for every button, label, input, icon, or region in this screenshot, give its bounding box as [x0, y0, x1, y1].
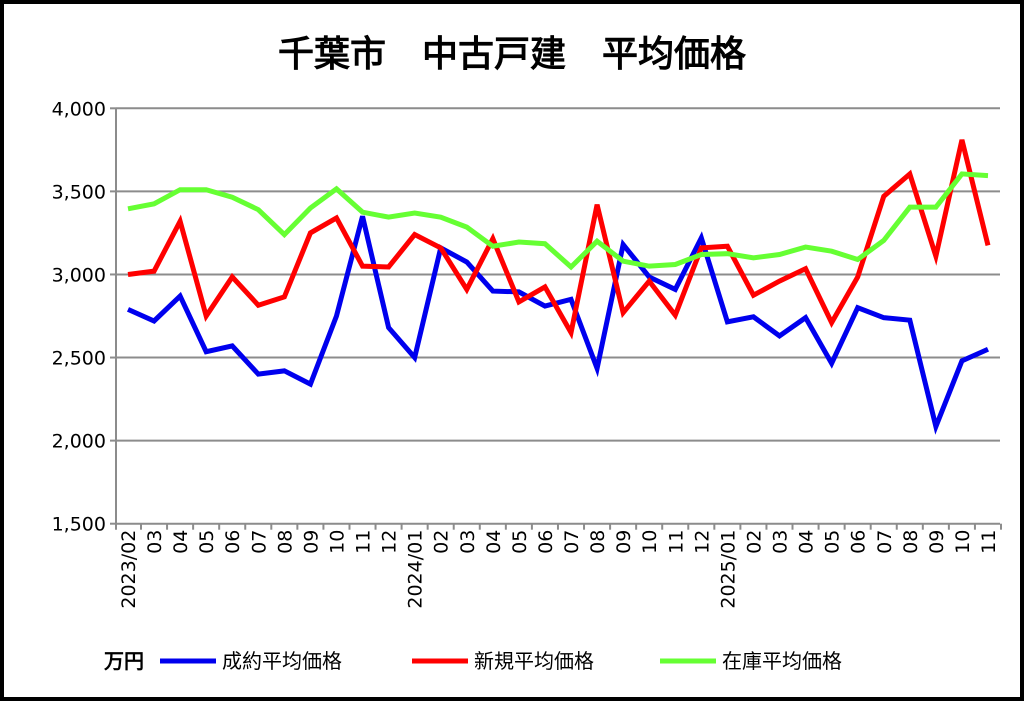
- x-tick-label: 03: [770, 530, 792, 554]
- x-tick-label: 02: [743, 530, 765, 554]
- x-tick-label: 05: [822, 530, 844, 554]
- series-line: [127, 171, 989, 271]
- legend-label: 在庫平均価格: [722, 649, 842, 673]
- x-tick-label: 12: [691, 530, 713, 554]
- x-tick-label: 03: [144, 530, 166, 554]
- y-tick-label: 3,500: [52, 181, 106, 203]
- legend-label: 成約平均価格: [222, 649, 342, 673]
- x-tick-label: 10: [326, 530, 348, 554]
- x-tick-label: 04: [170, 530, 192, 554]
- x-tick-label: 2024/01: [405, 530, 427, 609]
- x-tick-label: 08: [900, 530, 922, 554]
- x-tick-label: 06: [222, 530, 244, 554]
- x-tick-label: 02: [431, 530, 453, 554]
- x-tick-label: 06: [535, 530, 557, 554]
- y-tick-label: 4,000: [52, 98, 106, 120]
- x-tick-label: 04: [796, 530, 818, 554]
- series-line: [127, 139, 991, 340]
- x-tick-label: 04: [483, 530, 505, 554]
- x-tick-label: 06: [848, 530, 870, 554]
- x-tick-label: 09: [300, 530, 322, 554]
- chart-title: 千葉市 中古戸建 平均価格: [278, 34, 747, 75]
- x-tick-label: 07: [874, 530, 896, 554]
- x-tick-label: 10: [952, 530, 974, 554]
- y-tick-label: 2,000: [52, 431, 106, 453]
- x-tick-label: 11: [353, 530, 375, 554]
- x-tick-label: 09: [613, 530, 635, 554]
- gridlines: [110, 107, 1002, 530]
- x-tick-label: 2023/02: [118, 530, 140, 609]
- x-tick-label: 08: [274, 530, 296, 554]
- x-tick-label: 08: [587, 530, 609, 554]
- x-tick-label: 05: [196, 530, 218, 554]
- series-line: [126, 215, 990, 435]
- legend: 万円 成約平均価格 新規平均価格 在庫平均価格: [103, 649, 842, 673]
- x-tick-labels: 2023/02 03 04 05 06 07 08 09 10 11 12 2024/01 02 03 04…: [118, 530, 1000, 609]
- x-tick-label: 11: [978, 530, 1000, 554]
- x-tick-label: 2025/01: [717, 530, 739, 609]
- x-tick-label: 07: [248, 530, 270, 554]
- y-tick-label: 3,000: [52, 264, 106, 286]
- x-tick-label: 05: [509, 530, 531, 554]
- y-tick-label: 2,500: [52, 348, 106, 370]
- series-lines: [126, 139, 991, 435]
- legend-label: 新規平均価格: [474, 649, 594, 673]
- x-tick-label: 10: [639, 530, 661, 554]
- x-tick-label: 12: [379, 530, 401, 554]
- x-tick-label: 03: [457, 530, 479, 554]
- x-tick-label: 07: [561, 530, 583, 554]
- y-tick-labels: 1,500 2,000 2,500 3,000 3,500 4,000: [52, 98, 106, 535]
- y-tick-label: 1,500: [52, 514, 106, 536]
- x-tick-label: 09: [926, 530, 948, 554]
- x-tick-label: 11: [665, 530, 687, 554]
- unit-label: 万円: [103, 649, 144, 673]
